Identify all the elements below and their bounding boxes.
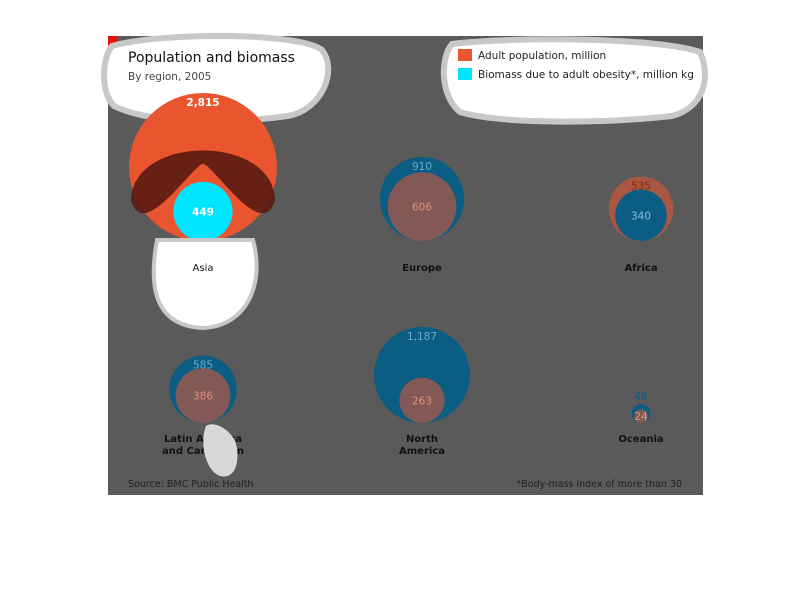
asia-label-highlight-blob bbox=[151, 238, 259, 331]
asia-shade-overlay bbox=[131, 150, 275, 214]
region-group-asia: 2,815 449 Asia bbox=[129, 93, 277, 331]
legend-swatch-biomass bbox=[458, 68, 472, 80]
population-bubble-europe bbox=[387, 172, 457, 241]
biomass-value-latin-america-and-caribbean: 585 bbox=[193, 360, 213, 372]
region-label-north-america-line-1: North bbox=[406, 434, 438, 445]
biomass-value-europe: 910 bbox=[412, 161, 432, 173]
region-label-latin-america-and-caribbean-line-1: Latin America bbox=[164, 434, 242, 445]
footnote: *Body-mass index of more than 30 bbox=[517, 479, 683, 490]
region-label-europe: Europe bbox=[402, 263, 442, 274]
legend-swatch-population bbox=[458, 49, 472, 61]
biomass-value-africa: 340 bbox=[631, 210, 651, 222]
biomass-bubble-africa bbox=[615, 189, 667, 241]
biomass-value-north-america: 1,187 bbox=[407, 331, 437, 343]
population-bubble-latin-america-and-caribbean bbox=[175, 368, 231, 423]
biomass-value-oceania: 46 bbox=[634, 391, 648, 403]
population-bubble-oceania bbox=[634, 409, 648, 423]
region-label-latin-america-and-caribbean-line-2: and Caribbean bbox=[162, 446, 244, 457]
region-label-north-america-line-2: America bbox=[399, 446, 445, 457]
population-bubble-asia bbox=[129, 93, 277, 241]
chart-footer: Source: BMC Public Health *Body-mass ind… bbox=[128, 479, 682, 490]
title-highlight-blob bbox=[101, 32, 332, 125]
region-group-africa: 535 340 Africa bbox=[608, 176, 674, 274]
region-group-oceania: 46 24 Oceania bbox=[618, 391, 663, 445]
population-value-europe: 606 bbox=[412, 202, 432, 214]
legend-label-biomass: Biomass due to adult obesity*, million k… bbox=[478, 69, 694, 81]
population-value-oceania: 24 bbox=[634, 411, 648, 423]
chart-title: Population and biomass bbox=[128, 50, 295, 66]
biomass-bubble-asia bbox=[173, 181, 233, 242]
population-value-north-america: 263 bbox=[412, 395, 432, 407]
bubble-layer: 2,815 449 Asia 910 606 Europe 535 340 Africa 585 3… bbox=[129, 93, 674, 477]
biomass-value-asia: 449 bbox=[192, 206, 214, 218]
chart-subtitle: By region, 2005 bbox=[128, 71, 211, 83]
region-label-asia: Asia bbox=[193, 263, 214, 274]
latam-highlight-blob bbox=[203, 424, 238, 477]
region-label-africa: Africa bbox=[624, 263, 657, 274]
legend-label-population: Adult population, million bbox=[478, 50, 606, 62]
region-label-oceania: Oceania bbox=[618, 434, 663, 445]
population-value-asia: 2,815 bbox=[186, 97, 219, 109]
legend-highlight-blob bbox=[440, 36, 708, 125]
region-group-europe: 910 606 Europe bbox=[379, 156, 465, 274]
source-note: Source: BMC Public Health bbox=[128, 479, 254, 490]
chart-legend: Adult population, million Biomass due to… bbox=[458, 49, 694, 81]
chart-header: Population and biomass By region, 2005 bbox=[128, 50, 295, 83]
population-bubble-north-america bbox=[399, 377, 445, 423]
biomass-bubble-north-america bbox=[373, 326, 471, 423]
population-value-africa: 535 bbox=[631, 180, 651, 192]
population-value-latin-america-and-caribbean: 386 bbox=[193, 391, 213, 403]
